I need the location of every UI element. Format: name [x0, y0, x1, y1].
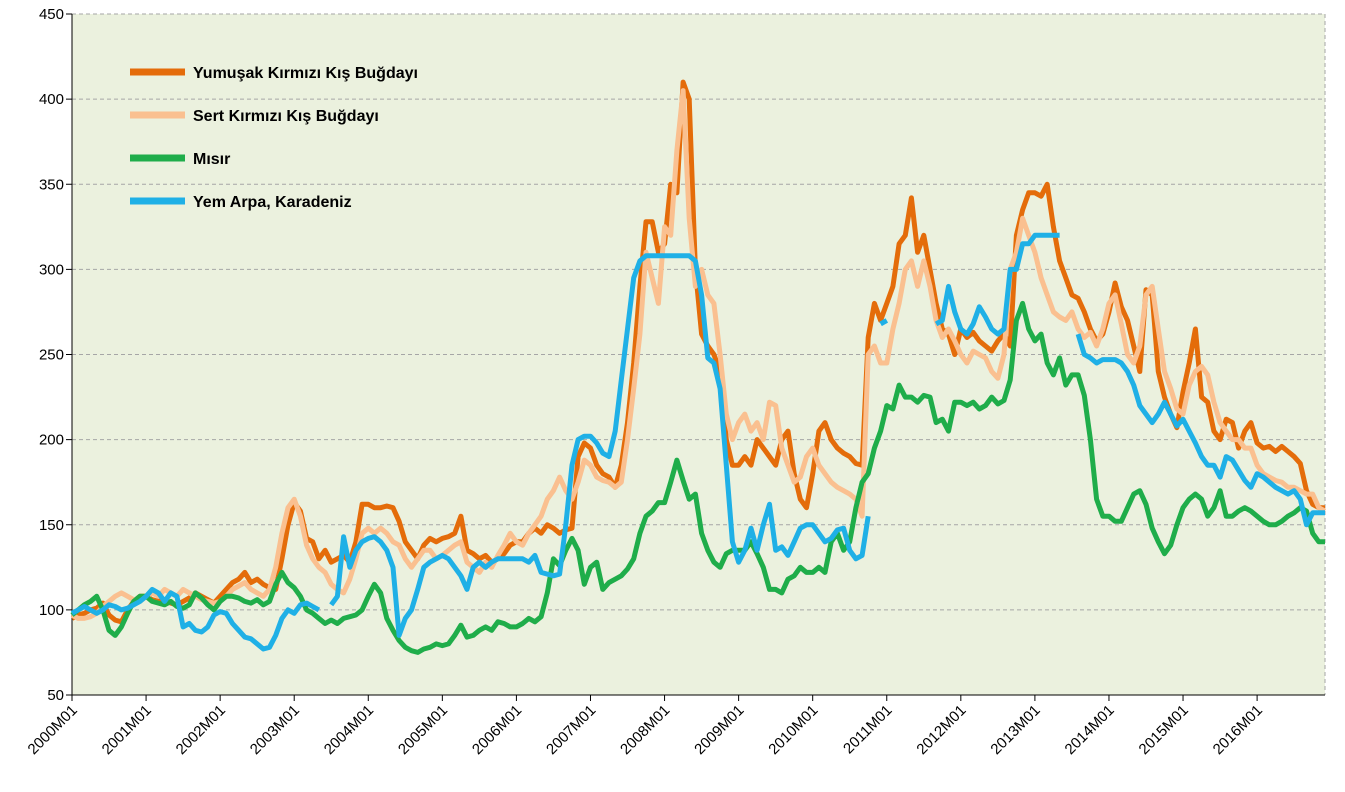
x-tick-label: 2009M01 [691, 702, 747, 758]
y-tick-label: 250 [39, 347, 64, 364]
x-tick-label: 2005M01 [395, 702, 451, 758]
legend-label: Mısır [193, 151, 230, 168]
x-tick-label: 2014M01 [1062, 702, 1118, 758]
x-tick-label: 2008M01 [617, 702, 673, 758]
series-line [70, 79, 1325, 625]
x-tick-label: 2000M01 [25, 702, 81, 758]
y-tick-label: 450 [39, 6, 64, 23]
x-tick-label: 2007M01 [543, 702, 599, 758]
x-tick-label: 2015M01 [1136, 702, 1192, 758]
x-tick-label: 2012M01 [913, 702, 969, 758]
y-tick-label: 150 [39, 517, 64, 534]
y-tick-label: 400 [39, 91, 64, 108]
y-tick-label: 50 [47, 687, 64, 704]
x-tick-label: 2016M01 [1210, 702, 1266, 758]
x-tick-label: 2004M01 [321, 702, 377, 758]
x-tick-label: 2006M01 [469, 702, 525, 758]
series-line [70, 300, 1325, 655]
x-tick-label: 2011M01 [840, 702, 895, 757]
y-tick-label: 350 [39, 176, 64, 193]
x-tick-label: 2002M01 [173, 702, 229, 758]
x-tick-label: 2010M01 [765, 702, 821, 758]
y-tick-label: 100 [39, 602, 64, 619]
y-tick-label: 200 [39, 432, 64, 449]
legend-label: Yem Arpa, Karadeniz [193, 194, 352, 211]
x-tick-label: 2001M01 [99, 702, 155, 758]
x-tick-label: 2003M01 [247, 702, 303, 758]
series-line [70, 232, 1325, 652]
legend-label: Sert Kırmızı Kış Buğdayı [193, 108, 379, 125]
y-tick-label: 300 [39, 261, 64, 278]
x-tick-label: 2013M01 [987, 702, 1043, 758]
legend-label: Yumuşak Kırmızı Kış Buğdayı [193, 65, 418, 82]
